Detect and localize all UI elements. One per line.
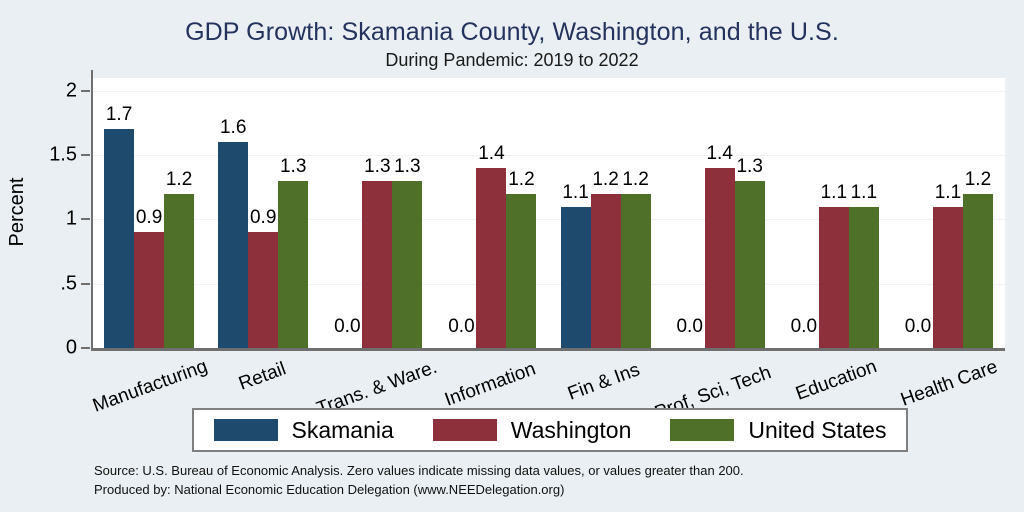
y-tick-mark (81, 347, 90, 349)
bar[interactable] (134, 232, 165, 348)
bar[interactable] (362, 180, 393, 348)
bar[interactable] (218, 142, 249, 348)
bar[interactable] (476, 168, 507, 348)
bar[interactable] (848, 206, 879, 348)
y-axis-line (91, 70, 93, 349)
bar-value-label: 1.2 (508, 168, 535, 190)
chart-footnotes: Source: U.S. Bureau of Economic Analysis… (94, 461, 744, 499)
y-tick-mark (81, 154, 90, 157)
bar-value-label: 1.4 (478, 143, 505, 164)
bar-value-label: 0.0 (904, 316, 932, 337)
x-axis-category-label: Fin & Ins (564, 358, 643, 405)
legend-swatch-united-states (670, 419, 735, 441)
legend-label-washington: Washington (510, 416, 632, 443)
gridline (92, 219, 1005, 221)
bar[interactable] (164, 193, 195, 348)
gridline (92, 283, 1005, 285)
x-axis-category-label: Education (793, 355, 880, 405)
x-axis-line (91, 348, 1005, 351)
gridline (92, 155, 1005, 157)
chart-legend: Skamania Washington United States (192, 408, 908, 452)
bar-value-label: 1.2 (622, 168, 649, 190)
bar-value-label: 1.2 (165, 168, 193, 190)
y-tick-label: 0 (65, 336, 77, 359)
legend-swatch-skamania (213, 419, 278, 441)
y-tick-mark (81, 218, 90, 221)
bar[interactable] (506, 193, 537, 348)
bar-value-label: 1.3 (394, 155, 421, 177)
legend-item-skamania[interactable]: Skamania (213, 416, 394, 444)
bar-value-label: 1.3 (736, 155, 763, 177)
footnote-produced-by: Produced by: National Economic Education… (94, 482, 565, 498)
gridline (92, 90, 1005, 92)
bar-value-label: 0.0 (448, 316, 475, 337)
bar-value-label: 1.3 (364, 155, 391, 177)
bar-value-label: 1.1 (934, 181, 962, 203)
bar[interactable] (818, 206, 849, 348)
bar[interactable] (704, 168, 735, 348)
y-tick-mark (81, 282, 90, 285)
bar-value-label: 1.1 (850, 181, 878, 203)
x-axis-category-label: Retail (236, 358, 289, 395)
bar-value-label: 1.6 (219, 117, 247, 139)
legend-item-united-states[interactable]: United States (670, 417, 886, 444)
legend-label-united-states: United States (748, 416, 887, 443)
y-tick-label: 1 (65, 207, 77, 230)
bar-value-label: 1.2 (592, 168, 619, 190)
bar-value-label: 1.1 (562, 181, 589, 203)
legend-label-skamania: Skamania (291, 416, 394, 443)
bar[interactable] (590, 193, 621, 348)
bar-value-label: 1.2 (964, 168, 992, 190)
y-axis-label: Percent (6, 177, 28, 247)
bar[interactable] (104, 129, 135, 348)
y-tick-label: 2 (65, 79, 77, 102)
bar-value-label: 0.9 (249, 207, 277, 229)
y-tick-mark (81, 89, 90, 92)
chart-subtitle: During Pandemic: 2019 to 2022 (385, 50, 639, 70)
bar-value-label: 0.0 (790, 316, 818, 337)
x-axis-category-label: Information (441, 358, 539, 411)
y-tick-label: .5 (60, 272, 77, 295)
footnote-source: Source: U.S. Bureau of Economic Analysis… (94, 463, 744, 478)
bar[interactable] (962, 193, 993, 348)
bar[interactable] (932, 206, 963, 348)
bar[interactable] (248, 232, 279, 348)
bar[interactable] (278, 180, 309, 348)
legend-swatch-washington (432, 419, 497, 441)
bar-value-label: 1.7 (105, 104, 133, 126)
bar-value-label: 0.9 (135, 207, 163, 229)
bar[interactable] (392, 180, 423, 348)
x-axis-category-label: Health Care (898, 356, 1001, 411)
bar[interactable] (620, 193, 651, 348)
bar-value-label: 1.1 (820, 181, 848, 203)
bar-value-label: 1.4 (706, 143, 733, 164)
bar-value-label: 1.3 (279, 155, 307, 177)
plot-area: 0.5 1 1.5 2 1.7 0.9 1.2 1.6 0.9 1.3 0.0 1.3 1.3 0.0 1… (49, 70, 1005, 359)
bar[interactable] (560, 206, 591, 348)
legend-item-washington[interactable]: Washington (432, 416, 632, 444)
bar-value-label: 0.0 (676, 316, 703, 337)
y-tick-label: 1.5 (49, 143, 77, 166)
chart-title: GDP Growth: Skamania County, Washington,… (185, 18, 839, 46)
bar[interactable] (734, 180, 765, 348)
bar-value-label: 0.0 (334, 316, 361, 337)
